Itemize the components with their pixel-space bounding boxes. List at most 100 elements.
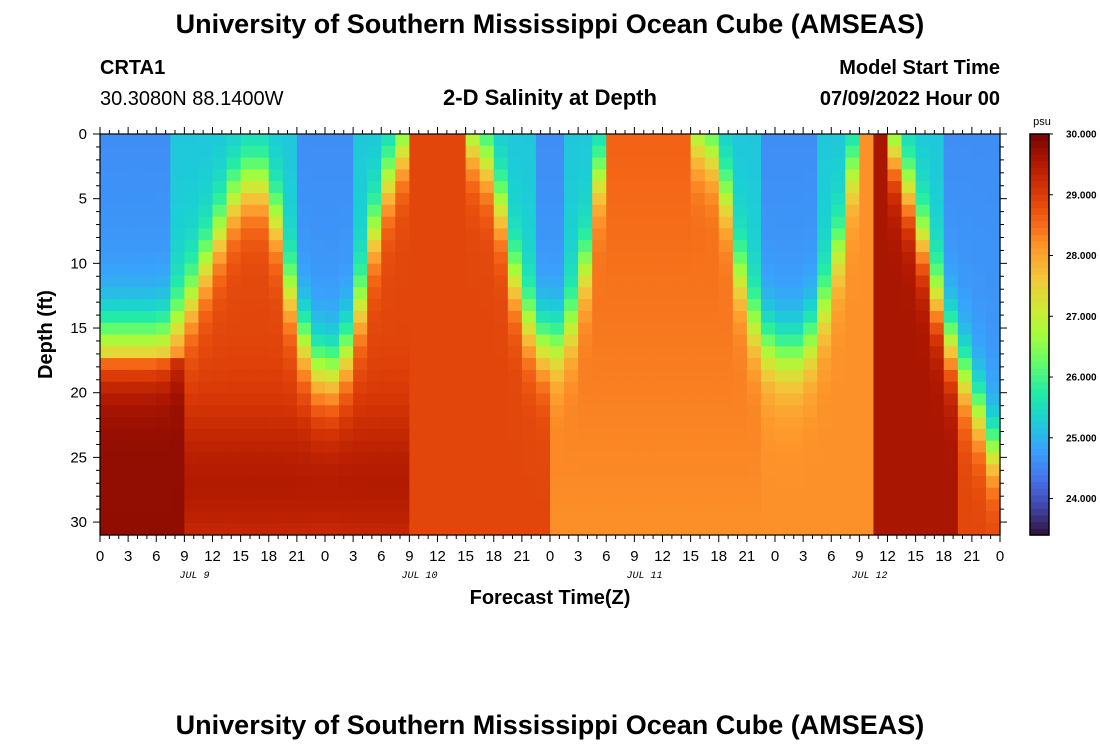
heatmap-cell	[887, 310, 903, 324]
colorbar-segment	[1030, 214, 1049, 222]
heatmap-cell	[282, 334, 298, 347]
heatmap-cell	[550, 181, 565, 194]
heatmap-cell	[521, 358, 537, 371]
heatmap-cell	[690, 169, 706, 182]
heatmap-cell	[128, 393, 143, 406]
heatmap-cell	[957, 192, 973, 206]
heatmap-cell	[535, 428, 551, 442]
heatmap-cell	[845, 204, 860, 218]
heatmap-cell	[409, 299, 425, 312]
heatmap-cell	[479, 275, 495, 288]
heatmap-cell	[578, 263, 593, 277]
heatmap-cell	[971, 405, 987, 418]
heatmap-cell	[845, 275, 860, 288]
heatmap-cell	[803, 476, 818, 489]
heatmap-cell	[339, 287, 354, 300]
heatmap-cell	[240, 381, 256, 395]
heatmap-cell	[704, 428, 720, 442]
heatmap-cell	[704, 157, 720, 170]
heatmap-cell	[254, 452, 270, 465]
heatmap-cell	[381, 240, 396, 253]
heatmap-cell	[704, 417, 720, 430]
heatmap-cell	[831, 169, 846, 182]
heatmap-cell	[310, 134, 326, 147]
heatmap-cell	[240, 464, 256, 477]
heatmap-cell	[578, 287, 593, 300]
heatmap-cell	[606, 499, 621, 513]
heatmap-cell	[831, 145, 846, 159]
heatmap-cell	[690, 523, 706, 536]
heatmap-cell	[873, 157, 889, 170]
heatmap-cell	[100, 440, 115, 454]
heatmap-cell	[929, 523, 945, 536]
heatmap-cell	[775, 464, 790, 477]
heatmap-cell	[465, 417, 481, 430]
heatmap-cell	[648, 145, 664, 159]
heatmap-cell	[521, 287, 537, 300]
heatmap-cell	[493, 499, 509, 513]
heatmap-cell	[114, 192, 129, 206]
heatmap-cell	[170, 428, 185, 442]
heatmap-cell	[423, 157, 439, 170]
x-tick-label: 15	[907, 548, 924, 565]
heatmap-cell	[142, 145, 157, 159]
heatmap-cell	[114, 476, 129, 489]
heatmap-cell	[971, 511, 987, 524]
heatmap-cell	[929, 511, 945, 524]
heatmap-cell	[915, 299, 931, 312]
heatmap-cell	[310, 228, 326, 241]
heatmap-cell	[606, 417, 621, 430]
heatmap-cell	[465, 181, 481, 194]
heatmap-cell	[465, 134, 481, 147]
heatmap-cell	[817, 216, 832, 229]
heatmap-cell	[746, 334, 762, 347]
heatmap-cell	[746, 523, 762, 536]
heatmap-cell	[465, 334, 481, 347]
heatmap-cell	[521, 134, 537, 147]
heatmap-cell	[634, 476, 650, 489]
heatmap-cell	[662, 523, 678, 536]
heatmap-cell	[310, 358, 326, 371]
heatmap-cell	[451, 169, 467, 182]
heatmap-cell	[128, 476, 143, 489]
heatmap-cell	[367, 181, 382, 194]
heatmap-cell	[451, 417, 467, 430]
heatmap-cell	[873, 428, 889, 442]
heatmap-cell	[634, 228, 650, 241]
heatmap-cell	[578, 428, 593, 442]
heatmap-cell	[971, 358, 987, 371]
heatmap-cell	[550, 299, 565, 312]
heatmap-cell	[353, 346, 368, 359]
heatmap-cell	[887, 452, 903, 465]
heatmap-cell	[985, 263, 1001, 277]
heatmap-cell	[310, 393, 326, 406]
heatmap-cell	[493, 381, 509, 395]
heatmap-cell	[817, 145, 832, 159]
heatmap-cell	[310, 346, 326, 359]
heatmap-cell	[606, 476, 621, 489]
heatmap-cell	[282, 322, 298, 336]
heatmap-cell	[451, 240, 467, 253]
heatmap-cell	[282, 487, 298, 501]
heatmap-cell	[381, 157, 396, 170]
heatmap-cell	[873, 452, 889, 465]
heatmap-cell	[409, 452, 425, 465]
heatmap-cell	[831, 440, 846, 454]
heatmap-cell	[859, 487, 875, 501]
heatmap-cell	[212, 192, 228, 206]
heatmap-cell	[690, 440, 706, 454]
heatmap-cell	[817, 310, 832, 324]
heatmap-cell	[845, 499, 860, 513]
heatmap-cell	[521, 440, 537, 454]
heatmap-cell	[142, 192, 157, 206]
heatmap-cell	[521, 228, 537, 241]
heatmap-cell	[817, 251, 832, 265]
heatmap-cell	[732, 275, 748, 288]
heatmap-cell	[985, 192, 1001, 206]
heatmap-cell	[325, 169, 340, 182]
heatmap-cell	[845, 240, 860, 253]
heatmap-cell	[268, 322, 284, 336]
colorbar-segment	[1030, 501, 1049, 509]
heatmap-cell	[353, 299, 368, 312]
heatmap-cell	[212, 334, 228, 347]
